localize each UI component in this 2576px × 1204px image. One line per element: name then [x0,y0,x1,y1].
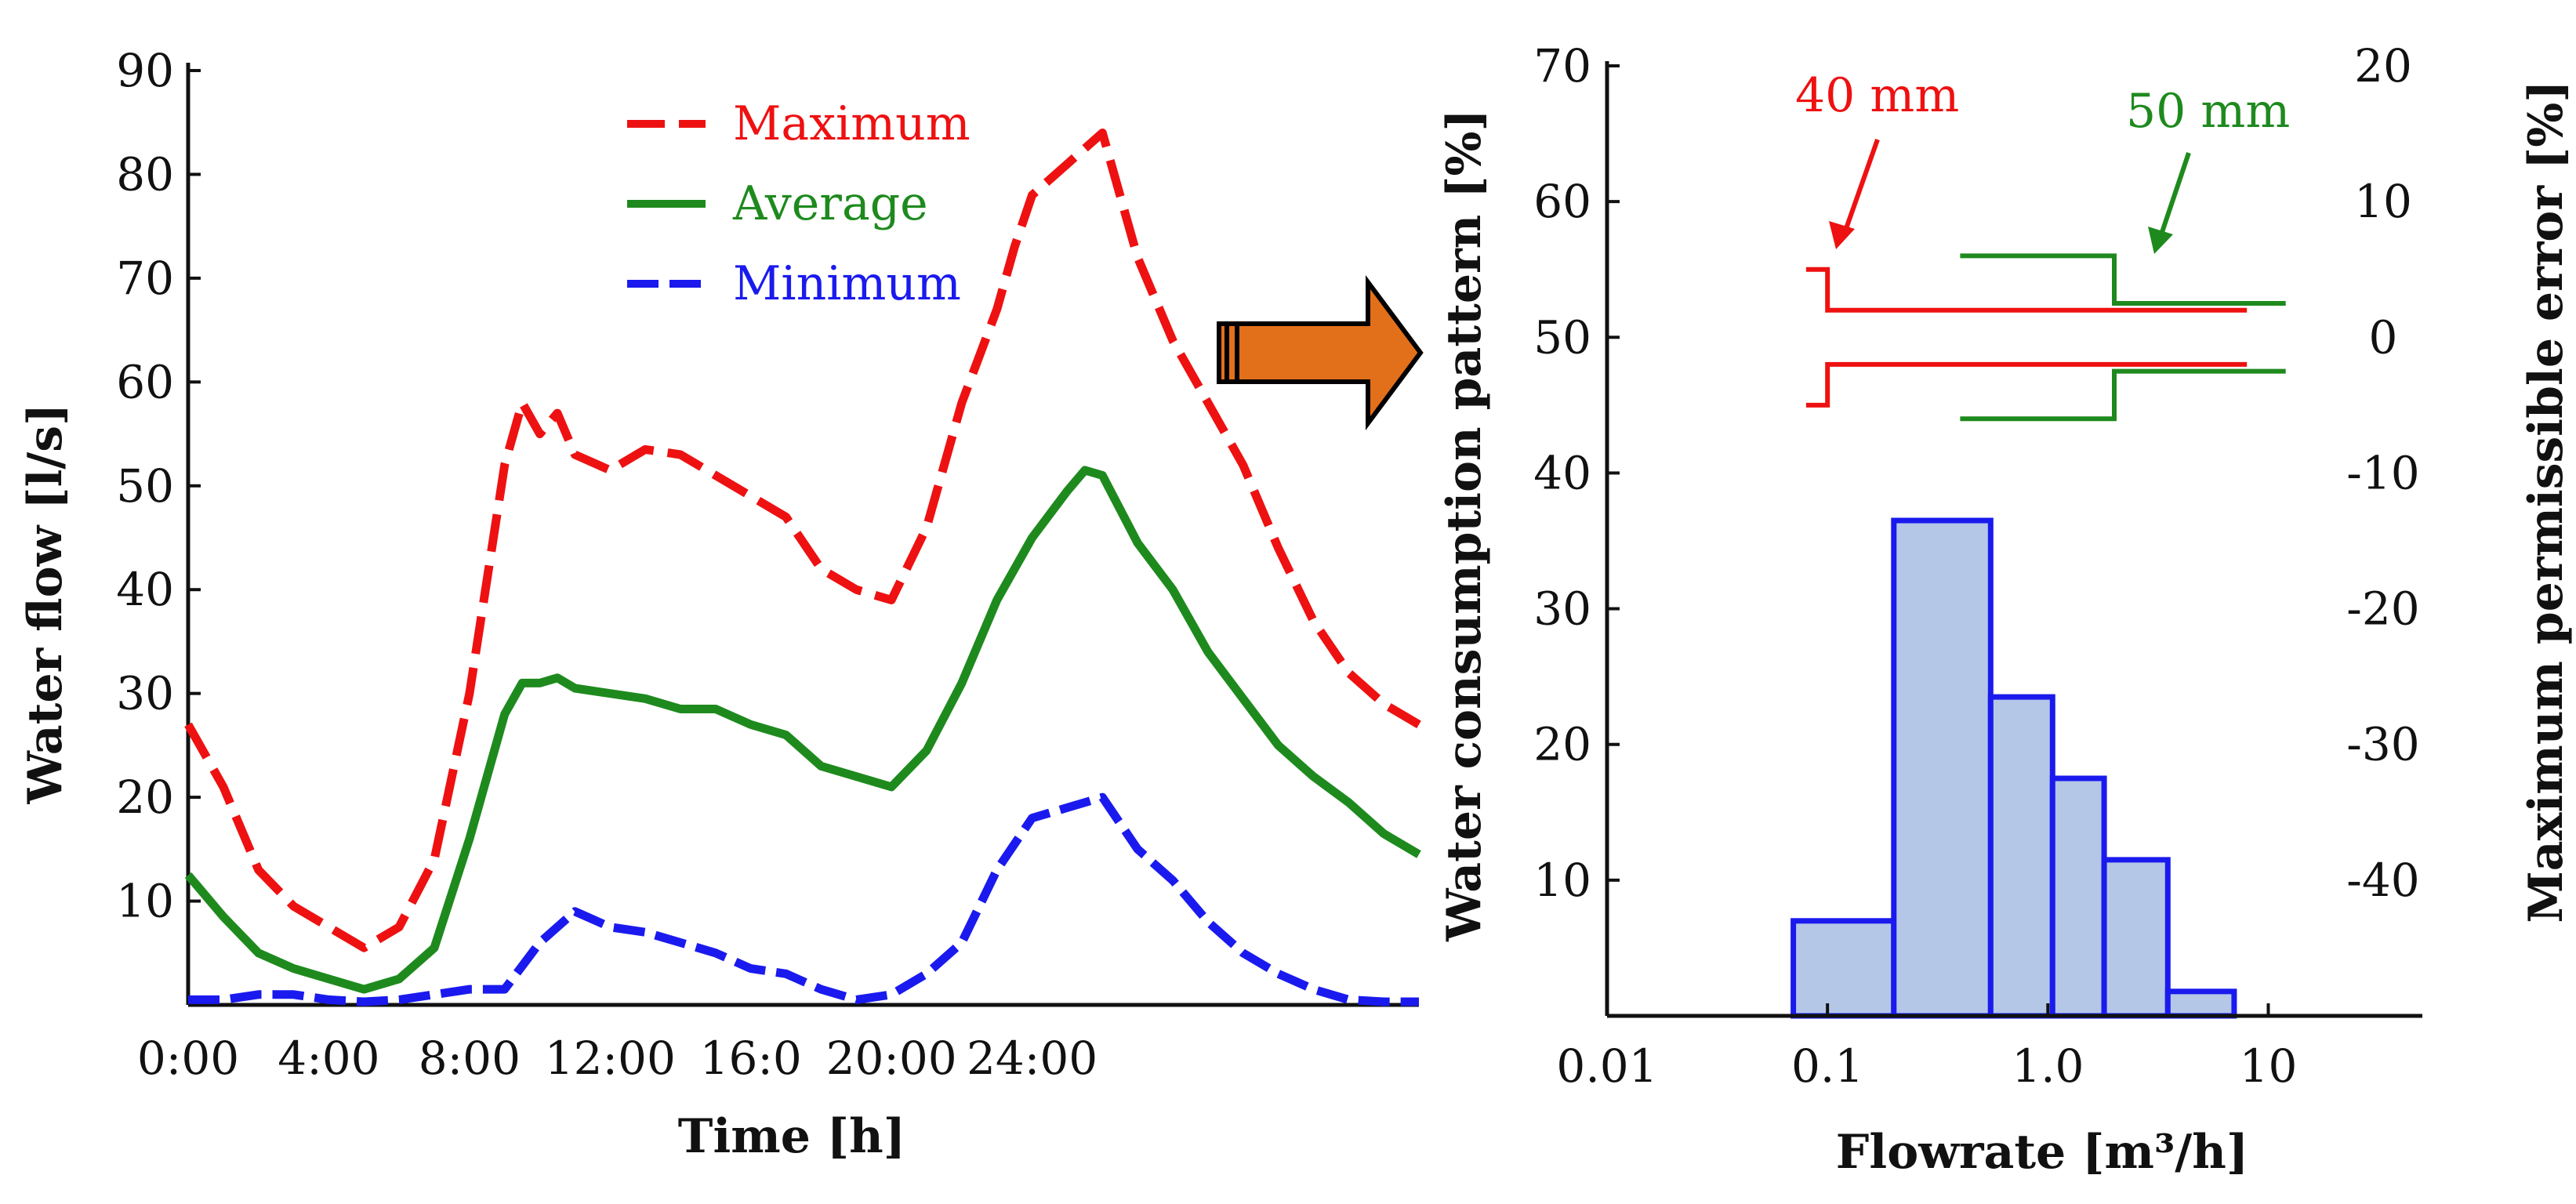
annotation-50mm-arrowhead [2148,227,2173,254]
annotation-50mm: 50 mm [2126,84,2290,139]
arrow-shape [1217,274,1424,431]
flowrate-x-axis-title: Flowrate [m³/h] [1836,1125,2248,1180]
error-curve-50mm-lower [1960,368,2286,422]
error-y-tick-label: -10 [2346,446,2419,499]
error-y-ticks: 20 10 0 -10 -20 -30 -40 [2346,39,2419,907]
series-line-maximum [184,129,1421,952]
histogram-bar [2164,988,2237,1019]
left-x-tick-label: 20:00 [826,1032,957,1085]
flowrate-x-tick-label: 0.1 [1791,1039,1863,1093]
error-y-axis-title: Maximum permissible error [%] [2519,80,2574,923]
water-flow-y-axis-title: Water flow [l/s] [18,404,73,805]
flowrate-x-ticks: 0.01 0.1 1.0 10 [1556,1003,2297,1093]
histogram-bar [2049,775,2107,1019]
right-y-tick-label: 70 [1533,39,1591,92]
water-flow-y-ticks: 10 20 30 40 50 60 70 80 90 [116,44,201,928]
error-y-tick-label: -40 [2346,854,2419,907]
left-y-tick-label: 50 [116,459,174,513]
error-curve-40mm-upper [1805,267,2248,313]
left-y-tick-label: 60 [116,355,174,408]
left-y-tick-label: 30 [116,667,174,720]
error-curve-40mm-lower [1805,361,2248,408]
legend-label-average: Average [732,176,928,231]
error-y-tick-label: -20 [2346,582,2419,636]
left-y-tick-label: 10 [116,875,174,928]
right-y-tick-label: 30 [1533,582,1591,636]
histogram-bar [1791,918,1897,1019]
error-curve-50mm-upper [1960,253,2286,306]
water-flow-series [184,129,1421,1006]
water-flow-x-axis-title: Time [h] [678,1109,905,1164]
flowrate-x-tick-label: 0.01 [1556,1039,1657,1093]
annotation-40mm: 40 mm [1795,68,1959,123]
left-x-tick-label: 24:00 [967,1032,1098,1085]
water-flow-x-ticks: 0:00 4:00 8:00 12:00 16:0 20:00 24:00 [137,1032,1098,1085]
right-y-tick-label: 10 [1533,854,1591,907]
left-x-tick-label: 4:00 [278,1032,379,1085]
annotation-40mm-arrowhead [1829,221,1855,249]
legend-label-minimum: Minimum [733,256,961,311]
left-y-tick-label: 90 [116,44,174,97]
left-y-tick-label: 80 [116,147,174,201]
left-y-tick-label: 40 [116,563,174,616]
right-y-tick-label: 60 [1533,175,1591,228]
water-flow-legend: Maximum Average Minimum [627,96,971,311]
error-y-tick-label: 20 [2354,39,2412,92]
consumption-y-ticks: 10 20 30 40 50 60 70 [1533,39,1620,907]
left-x-tick-label: 12:00 [545,1032,676,1085]
annotation-50mm-arrow-line [2157,152,2191,240]
right-y-tick-label: 20 [1533,718,1591,771]
flowrate-x-tick-label: 1.0 [2012,1039,2084,1093]
flowrate-x-tick-label: 10 [2240,1039,2298,1093]
series-line-average [184,466,1421,994]
water-flow-chart: 10 20 30 40 50 60 70 80 90 0:00 4:00 8:00 12:00 16:0… [18,44,1421,1164]
legend-label-maximum: Maximum [733,96,971,151]
water-flow-axes [186,63,1419,1007]
histogram-bar [1891,517,1994,1019]
error-y-tick-label: 10 [2354,175,2412,228]
error-curves [1805,253,2286,422]
error-y-tick-label: -30 [2346,718,2419,771]
right-y-tick-label: 40 [1533,446,1591,499]
consumption-axes [1605,61,2422,1018]
left-x-tick-label: 0:00 [137,1032,239,1085]
consumption-y-axis-title: Water consumption pattern [%] [1437,109,1492,942]
consumption-pattern-chart: 10 20 30 40 50 60 70 20 10 0 -10 -20 -30 -40 0.01 0.1… [1437,39,2574,1180]
error-y-tick-label: 0 [2369,310,2398,364]
right-y-tick-label: 50 [1533,310,1591,364]
left-y-tick-label: 20 [116,771,174,824]
transition-arrow [1217,274,1424,431]
histogram-bar [2101,857,2171,1019]
histogram-bar [1987,694,2055,1019]
left-y-tick-label: 70 [116,252,174,305]
histogram-bars [1791,517,2237,1019]
series-line-minimum [188,792,1419,1006]
left-x-tick-label: 16:0 [700,1032,802,1085]
annotation-40mm-arrow-line [1841,139,1880,236]
left-x-tick-label: 8:00 [419,1032,521,1085]
